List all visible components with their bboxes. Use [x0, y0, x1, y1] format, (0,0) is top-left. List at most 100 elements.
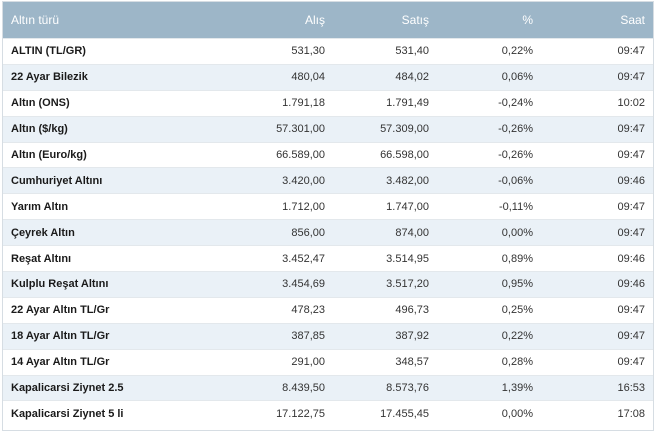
sell-price-cell: 387,92 — [335, 322, 439, 350]
sell-price-cell: 3.514,95 — [335, 245, 439, 272]
header-gold-type[interactable]: Altın türü — [3, 2, 179, 39]
time-cell: 09:46 — [543, 167, 653, 194]
change-percent-cell: 0,22% — [439, 38, 543, 65]
header-change-percent[interactable]: % — [439, 2, 543, 39]
table-row: Kapalicarsi Ziynet 5 li 17.122,75 17.455,4… — [3, 400, 653, 427]
sell-price-cell: 531,40 — [335, 38, 439, 65]
time-cell: 09:46 — [543, 245, 653, 272]
change-percent-cell: 0,06% — [439, 63, 543, 91]
buy-price-cell: 8.439,50 — [179, 374, 335, 401]
table-row: 22 Ayar Bilezik 480,04 484,02 0,06% 09:47 — [3, 63, 653, 91]
buy-price-cell: 531,30 — [179, 38, 335, 65]
buy-price-cell: 291,00 — [179, 348, 335, 376]
gold-type-cell: Cumhuriyet Altını — [3, 167, 179, 194]
time-cell: 16:53 — [543, 374, 653, 401]
table-row: Altın (Euro/kg) 66.589,00 66.598,00 -0,26% 0… — [3, 141, 653, 168]
buy-price-cell: 66.589,00 — [179, 141, 335, 168]
table-row: Kulplu Reşat Altını 3.454,69 3.517,20 0,95%… — [3, 271, 653, 298]
gold-type-cell: Kapalicarsi Ziynet 5 li — [3, 400, 179, 427]
gold-type-cell: Kapalicarsi Ziynet 2.5 — [3, 374, 179, 401]
buy-price-cell: 387,85 — [179, 322, 335, 350]
change-percent-cell: -0,06% — [439, 167, 543, 194]
change-percent-cell: 0,89% — [439, 245, 543, 272]
sell-price-cell: 57.309,00 — [335, 115, 439, 143]
time-cell: 09:47 — [543, 38, 653, 65]
time-cell: 09:47 — [543, 141, 653, 168]
change-percent-cell: 0,25% — [439, 296, 543, 324]
table-row: 18 Ayar Altın TL/Gr 387,85 387,92 0,22% 09:4… — [3, 322, 653, 350]
change-percent-cell: -0,24% — [439, 89, 543, 117]
change-percent-cell: 0,00% — [439, 400, 543, 427]
time-cell: 09:46 — [543, 271, 653, 298]
buy-price-cell: 480,04 — [179, 63, 335, 91]
table-row: Yarım Altın 1.712,00 1.747,00 -0,11% 09:47 — [3, 193, 653, 220]
gold-type-cell: Altın ($/kg) — [3, 115, 179, 143]
gold-type-cell: 14 Ayar Altın TL/Gr — [3, 348, 179, 376]
gold-type-cell: ALTIN (TL/GR) — [3, 38, 179, 65]
table-row: 14 Ayar Altın TL/Gr 291,00 348,57 0,28% 09:4… — [3, 348, 653, 376]
sell-price-cell: 17.455,45 — [335, 400, 439, 427]
change-percent-cell: 1,39% — [439, 374, 543, 401]
buy-price-cell: 3.454,69 — [179, 271, 335, 298]
change-percent-cell: -0,26% — [439, 115, 543, 143]
time-cell: 09:47 — [543, 63, 653, 91]
gold-type-cell: 18 Ayar Altın TL/Gr — [3, 322, 179, 350]
gold-type-cell: Altın (ONS) — [3, 89, 179, 117]
sell-price-cell: 1.791,49 — [335, 89, 439, 117]
buy-price-cell: 3.420,00 — [179, 167, 335, 194]
buy-price-cell: 856,00 — [179, 219, 335, 246]
change-percent-cell: 0,00% — [439, 219, 543, 246]
sell-price-cell: 484,02 — [335, 63, 439, 91]
buy-price-cell: 57.301,00 — [179, 115, 335, 143]
time-cell: 09:47 — [543, 115, 653, 143]
buy-price-cell: 1.712,00 — [179, 193, 335, 220]
time-cell: 10:02 — [543, 89, 653, 117]
time-cell: 09:47 — [543, 348, 653, 376]
time-cell: 09:47 — [543, 322, 653, 350]
time-cell: 09:47 — [543, 219, 653, 246]
gold-type-cell: Reşat Altını — [3, 245, 179, 272]
table-row: Reşat Altını 3.452,47 3.514,95 0,89% 09:46 — [3, 245, 653, 272]
gold-prices-table: Altın türü Alış Satış % Saat ALTIN (TL/G… — [3, 2, 653, 427]
gold-type-cell: Altın (Euro/kg) — [3, 141, 179, 168]
table-row: Çeyrek Altın 856,00 874,00 0,00% 09:47 — [3, 219, 653, 246]
sell-price-cell: 496,73 — [335, 296, 439, 324]
table-row: ALTIN (TL/GR) 531,30 531,40 0,22% 09:47 — [3, 38, 653, 65]
time-cell: 17:08 — [543, 400, 653, 427]
gold-type-cell: Çeyrek Altın — [3, 219, 179, 246]
change-percent-cell: -0,11% — [439, 193, 543, 220]
header-row: Altın türü Alış Satış % Saat — [3, 2, 653, 39]
sell-price-cell: 1.747,00 — [335, 193, 439, 220]
table-row: Altın (ONS) 1.791,18 1.791,49 -0,24% 10:02 — [3, 89, 653, 117]
table-row: Altın ($/kg) 57.301,00 57.309,00 -0,26% 09:4… — [3, 115, 653, 143]
table-row: Kapalicarsi Ziynet 2.5 8.439,50 8.573,76 1,… — [3, 374, 653, 401]
table-row: Cumhuriyet Altını 3.420,00 3.482,00 -0,06% 0… — [3, 167, 653, 194]
sell-price-cell: 874,00 — [335, 219, 439, 246]
header-sell[interactable]: Satış — [335, 2, 439, 39]
table-header: Altın türü Alış Satış % Saat — [3, 2, 653, 39]
sell-price-cell: 3.517,20 — [335, 271, 439, 298]
change-percent-cell: 0,22% — [439, 322, 543, 350]
change-percent-cell: 0,95% — [439, 271, 543, 298]
sell-price-cell: 66.598,00 — [335, 141, 439, 168]
time-cell: 09:47 — [543, 296, 653, 324]
table-body: ALTIN (TL/GR) 531,30 531,40 0,22% 09:47 22 Ay… — [3, 38, 653, 427]
header-time[interactable]: Saat — [543, 2, 653, 39]
buy-price-cell: 478,23 — [179, 296, 335, 324]
change-percent-cell: -0,26% — [439, 141, 543, 168]
buy-price-cell: 17.122,75 — [179, 400, 335, 427]
time-cell: 09:47 — [543, 193, 653, 220]
gold-type-cell: 22 Ayar Altın TL/Gr — [3, 296, 179, 324]
buy-price-cell: 1.791,18 — [179, 89, 335, 117]
sell-price-cell: 3.482,00 — [335, 167, 439, 194]
gold-type-cell: Yarım Altın — [3, 193, 179, 220]
gold-type-cell: Kulplu Reşat Altını — [3, 271, 179, 298]
buy-price-cell: 3.452,47 — [179, 245, 335, 272]
gold-type-cell: 22 Ayar Bilezik — [3, 63, 179, 91]
sell-price-cell: 8.573,76 — [335, 374, 439, 401]
sell-price-cell: 348,57 — [335, 348, 439, 376]
table-row: 22 Ayar Altın TL/Gr 478,23 496,73 0,25% 09:4… — [3, 296, 653, 324]
change-percent-cell: 0,28% — [439, 348, 543, 376]
header-buy[interactable]: Alış — [179, 2, 335, 39]
